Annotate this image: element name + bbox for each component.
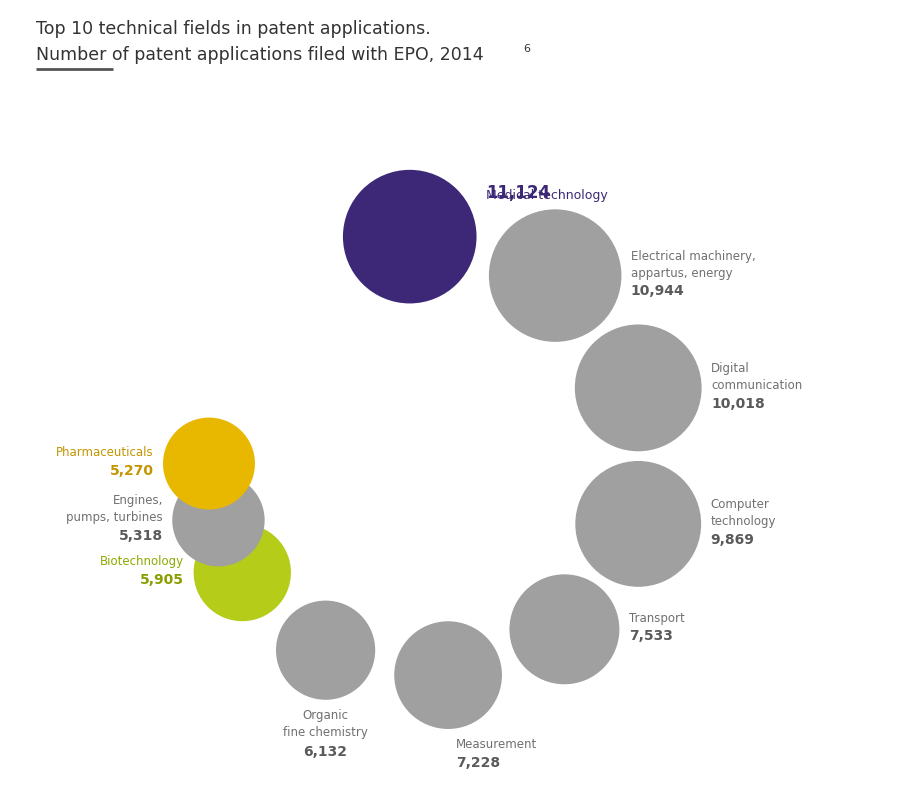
Text: Top 10 technical fields in patent applications.: Top 10 technical fields in patent applic… (36, 20, 431, 38)
Circle shape (575, 325, 701, 451)
Text: 10,018: 10,018 (711, 396, 765, 410)
Text: 9,869: 9,869 (710, 533, 755, 546)
Text: Transport: Transport (629, 612, 684, 625)
Text: 11,124: 11,124 (486, 163, 550, 203)
Text: 6,132: 6,132 (303, 745, 348, 759)
Circle shape (163, 417, 255, 509)
Text: 5,270: 5,270 (110, 464, 154, 478)
Text: Pharmaceuticals: Pharmaceuticals (56, 446, 154, 459)
Text: Electrical machinery,
appartus, energy: Electrical machinery, appartus, energy (631, 250, 756, 280)
Text: 7,228: 7,228 (456, 755, 500, 769)
Circle shape (395, 621, 502, 729)
Text: 5,905: 5,905 (140, 572, 185, 586)
Text: Biotechnology: Biotechnology (100, 555, 185, 568)
Text: Digital
communication: Digital communication (711, 362, 803, 392)
Circle shape (172, 474, 264, 567)
Text: Engines,
pumps, turbines: Engines, pumps, turbines (66, 494, 163, 524)
Circle shape (510, 575, 619, 685)
Text: Measurement: Measurement (456, 738, 538, 751)
Text: 5,318: 5,318 (119, 529, 163, 543)
Circle shape (276, 601, 376, 700)
Circle shape (343, 170, 477, 303)
Text: Medical technology: Medical technology (486, 189, 608, 203)
Circle shape (576, 461, 701, 587)
Circle shape (489, 209, 622, 342)
Text: Organic
fine chemistry: Organic fine chemistry (283, 709, 368, 740)
Text: Number of patent applications filed with EPO, 2014: Number of patent applications filed with… (36, 46, 484, 64)
Circle shape (194, 523, 291, 621)
Text: 6: 6 (523, 44, 530, 54)
Text: 7,533: 7,533 (629, 630, 672, 643)
Text: 10,944: 10,944 (631, 285, 684, 298)
Text: Computer
technology: Computer technology (710, 498, 776, 528)
